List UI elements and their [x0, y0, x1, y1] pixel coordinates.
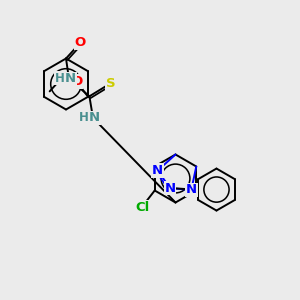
Text: S: S: [106, 77, 116, 90]
Text: Cl: Cl: [136, 201, 150, 214]
Text: N: N: [164, 182, 175, 195]
Text: H: H: [55, 72, 65, 85]
Text: O: O: [71, 75, 82, 88]
Text: H: H: [79, 111, 89, 124]
Text: N: N: [89, 111, 100, 124]
Text: N: N: [186, 184, 197, 196]
Text: O: O: [75, 36, 86, 50]
Text: N: N: [152, 164, 163, 177]
Text: N: N: [65, 72, 76, 86]
